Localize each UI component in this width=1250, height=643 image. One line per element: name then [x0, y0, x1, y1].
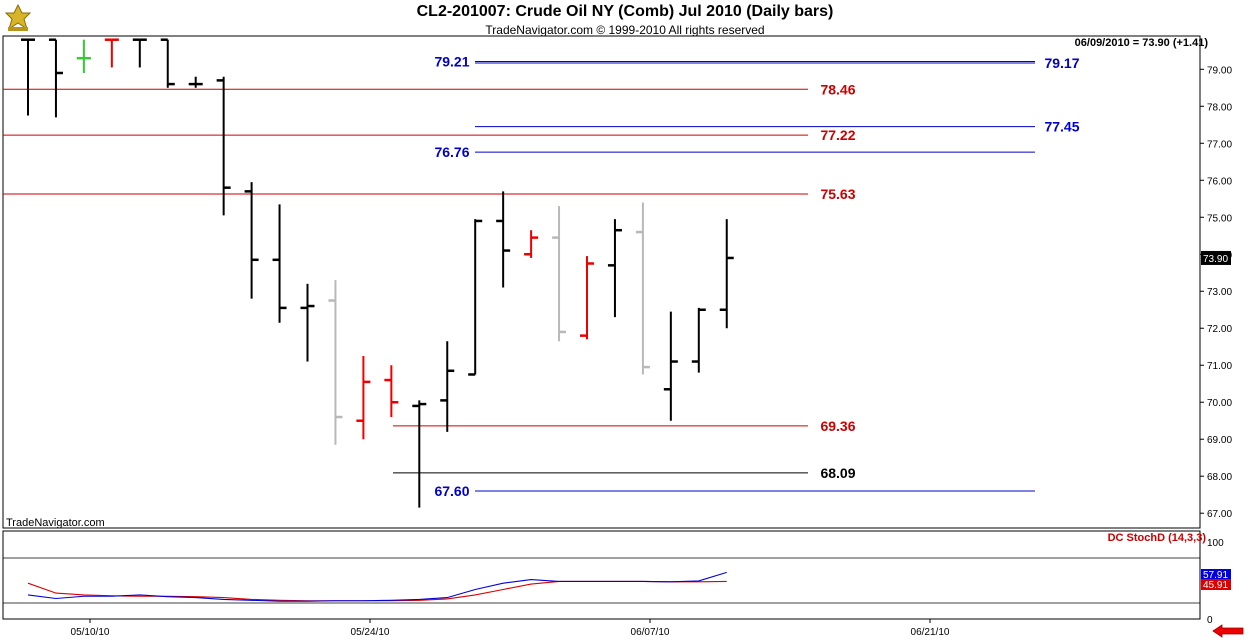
price-bar: [76, 39, 91, 73]
level-label: 77.45: [1044, 119, 1079, 135]
y-tick-label: 75.00: [1207, 213, 1232, 224]
x-tick-label: 06/07/10: [631, 627, 670, 638]
price-tag-label: 73.90: [1203, 254, 1228, 265]
y-tick-label: 73.00: [1207, 287, 1232, 298]
price-bar: [440, 341, 455, 432]
price-tag-box: [1201, 250, 1231, 265]
y-tick-label: 76.00: [1207, 176, 1232, 187]
price-bar: [356, 355, 371, 440]
price-bar: [244, 182, 259, 299]
price-bar: [663, 311, 678, 421]
level-label: 79.17: [1044, 55, 1079, 71]
plot-frame: [2, 35, 1201, 620]
scroll-left-arrow-icon[interactable]: [1212, 624, 1244, 638]
price-readout: 06/09/2010 = 73.90 (+1.41): [1074, 37, 1208, 49]
price-bar: [468, 219, 483, 376]
stoch-d-line: [27, 580, 727, 602]
price-bar: [635, 202, 650, 375]
x-tick-label: 06/21/10: [911, 627, 950, 638]
y-tick-label: 67.00: [1207, 509, 1232, 520]
y-tick-label: 78.00: [1207, 102, 1232, 113]
watermark: TradeNavigator.com: [6, 517, 105, 529]
stoch-k-tag: [1201, 569, 1231, 580]
price-bar: [132, 38, 147, 68]
level-label: 68.09: [820, 465, 855, 481]
price-bar: [300, 283, 315, 362]
tradenavigator-logo-icon[interactable]: [3, 3, 33, 33]
level-label: 69.36: [820, 418, 855, 434]
indicator-plot-border: [2, 530, 1201, 620]
price-bar: [607, 219, 622, 318]
price-plot-border: [2, 35, 1201, 529]
y-tick-label: 72.00: [1207, 324, 1232, 335]
price-bar: [552, 206, 567, 342]
y-tick-label: 71.00: [1207, 361, 1232, 372]
level-label: 77.22: [820, 127, 855, 143]
y-tick-label: 79.00: [1207, 65, 1232, 76]
stoch-k-value: 57.91: [1203, 570, 1228, 581]
price-bar: [580, 256, 594, 340]
stoch-d-tag: [1201, 579, 1231, 590]
date-axis: 05/10/10 05/24/10 06/07/10 06/21/10: [71, 619, 950, 638]
price-bars: [21, 38, 734, 508]
price-bar: [104, 38, 119, 68]
level-label: 79.21: [434, 54, 469, 70]
x-tick-label: 05/24/10: [351, 627, 390, 638]
price-bar: [691, 307, 706, 373]
price-bar: [496, 191, 511, 288]
price-bar: [160, 38, 175, 88]
level-label: 67.60: [434, 483, 469, 499]
price-bar: [719, 219, 734, 329]
price-bar: [328, 280, 343, 445]
y-tick-label: 68.00: [1207, 472, 1232, 483]
stoch-tick-0: 0: [1207, 615, 1213, 626]
price-bar: [384, 365, 399, 418]
stoch-k-line: [27, 571, 727, 602]
price-levels: 79.21 79.17 78.46 77.45 77.22 76.76 75.63 69.36…: [3, 54, 1080, 499]
y-tick-label: 70.00: [1207, 398, 1232, 409]
price-axis: 79.0078.0077.0076.0075.0074.0073.0072.00…: [1200, 65, 1232, 520]
chart-subtitle: TradeNavigator.com © 1999-2010 All right…: [485, 23, 765, 37]
level-label: 75.63: [820, 186, 855, 202]
y-tick-label: 69.00: [1207, 435, 1232, 446]
stoch-d-value: 45.91: [1203, 580, 1228, 591]
price-bar: [48, 38, 63, 118]
indicator-label: DC StochD (14,3,3): [1107, 532, 1206, 544]
price-bar: [524, 230, 539, 258]
price-bar: [188, 76, 203, 88]
chart-title: CL2-201007: Crude Oil NY (Comb) Jul 2010…: [416, 3, 834, 20]
price-bar: [272, 204, 287, 323]
stoch-tick-100: 100: [1207, 538, 1224, 549]
x-tick-label: 05/10/10: [71, 627, 110, 638]
price-bar: [216, 76, 231, 216]
y-tick-label: 77.00: [1207, 139, 1232, 150]
price-bar: [21, 38, 35, 116]
level-label: 78.46: [820, 81, 855, 97]
level-label: 76.76: [434, 144, 469, 160]
price-bar: [412, 400, 427, 508]
